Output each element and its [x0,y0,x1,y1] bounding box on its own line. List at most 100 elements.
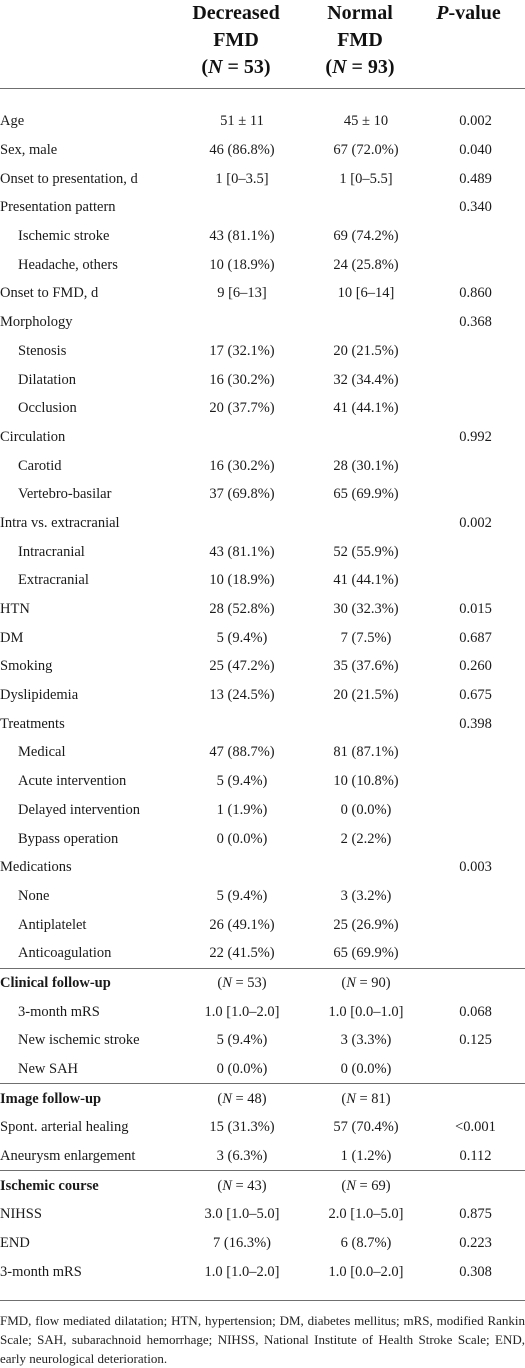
header-normal-line2: FMD [337,29,383,51]
cell-decreased-fmd [178,193,306,222]
table-row: Bypass operation 0 (0.0%) 2 (2.2%) [0,824,525,853]
cell-p-value: 0.223 [459,1235,492,1252]
cell-p-value [426,910,525,939]
row-label: Age [0,113,25,130]
table-row: Intra vs. extracranial 0.002 [0,509,525,538]
cell-decreased-fmd: 43 (81.1%) [209,228,275,245]
cell-decreased-fmd: 5 (9.4%) [216,629,268,646]
cell-normal-fmd: 1 [0–5.5] [339,170,393,187]
table-row: Delayed intervention 1 (1.9%) 0 (0.0%) [0,796,525,825]
row-label: Antiplatelet [18,916,87,933]
cell-p-value [426,337,525,366]
table-row: Aneurysm enlargement 3 (6.3%) 1 (1.2%) 0.11… [0,1142,525,1171]
cell-p-value [426,882,525,911]
table-body: Age 51 ± 11 45 ± 10 0.002 Sex, male 46 (86.8%… [0,107,525,1286]
section-row: Image follow-up (N = 48) (N = 81) [0,1083,525,1114]
cell-p-value: 0.112 [459,1148,492,1165]
row-label: Medical [18,744,66,761]
table-row: Onset to FMD, d 9 [6–13] 10 [6–14] 0.860 [0,279,525,308]
cell-decreased-fmd: 51 ± 11 [220,113,264,130]
table-row: Extracranial 10 (18.9%) 41 (44.1%) [0,566,525,595]
cell-decreased-fmd: 47 (88.7%) [209,744,275,761]
cell-normal-fmd: 20 (21.5%) [333,687,399,704]
cell-normal-fmd: 0 (0.0%) [340,801,392,818]
cell-decreased-fmd: 43 (81.1%) [209,543,275,560]
row-label: New SAH [18,1061,79,1078]
cell-p-value: 0.125 [459,1032,492,1049]
cell-normal-fmd: 32 (34.4%) [333,371,399,388]
header-decreased-line1: Decreased [192,2,280,24]
cell-normal-fmd: 52 (55.9%) [333,543,399,560]
cell-normal-fmd: 81 (87.1%) [333,744,399,761]
header-decreased-line3: (N = 53) [201,56,271,78]
cell-normal-fmd [306,853,426,882]
section-row: Ischemic course (N = 43) (N = 69) [0,1170,525,1201]
table-row: Age 51 ± 11 45 ± 10 0.002 [0,107,525,136]
cell-normal-fmd: 10 (10.8%) [333,773,399,790]
row-label: Spont. arterial healing [0,1119,129,1136]
cell-p-value: 0.675 [459,687,492,704]
header-p-value: P-value [412,0,525,27]
row-label: Treatments [0,715,65,732]
row-label: HTN [0,601,30,618]
cell-decreased-fmd [178,423,306,452]
cell-p-value: 0.860 [459,285,492,302]
table-row: Medications 0.003 [0,853,525,882]
cell-decreased-fmd: 26 (49.1%) [209,916,275,933]
table-row: Treatments 0.398 [0,709,525,738]
cell-normal-fmd: 20 (21.5%) [333,342,399,359]
cell-decreased-fmd: 10 (18.9%) [209,256,275,273]
cell-p-value: 0.260 [459,658,492,675]
header-normal-fmd: Normal FMD (N = 93) [292,0,428,81]
table-row: Vertebro-basilar 37 (69.8%) 65 (69.9%) [0,480,525,509]
row-label: Anticoagulation [18,945,112,962]
cell-p-value [426,738,525,767]
cell-decreased-fmd: 16 (30.2%) [209,457,275,474]
cell-normal-fmd: 65 (69.9%) [333,486,399,503]
table-row: END 7 (16.3%) 6 (8.7%) 0.223 [0,1229,525,1258]
table-row: Morphology 0.368 [0,308,525,337]
cell-decreased-fmd: 13 (24.5%) [209,687,275,704]
table-row: Intracranial 43 (81.1%) 52 (55.9%) [0,537,525,566]
cell-normal-fmd: 41 (44.1%) [333,400,399,417]
cell-decreased-fmd: 20 (37.7%) [209,400,275,417]
table-row: Circulation 0.992 [0,423,525,452]
footnote: FMD, flow mediated dilatation; HTN, hype… [0,1300,525,1368]
cell-p-value [426,939,525,968]
table-row: Onset to presentation, d 1 [0–3.5] 1 [0–5.… [0,164,525,193]
row-label: Extracranial [18,572,89,589]
row-label: Image follow-up [0,1083,178,1114]
table-row: 3-month mRS 1.0 [1.0–2.0] 1.0 [0.0–1.0] 0.0… [0,997,525,1026]
cell-normal-fmd: 1.0 [0.0–1.0] [328,1003,404,1020]
cell-normal-fmd: 41 (44.1%) [333,572,399,589]
cell-p-value [426,250,525,279]
cell-decreased-fmd [178,308,306,337]
row-label: Intracranial [18,543,85,560]
cell-decreased-fmd: 1.0 [1.0–2.0] [204,1003,280,1020]
cell-normal-fmd: 6 (8.7%) [340,1235,392,1252]
cell-p-value: 0.992 [459,428,492,445]
cell-decreased-fmd: 0 (0.0%) [216,1061,268,1078]
table-row: None 5 (9.4%) 3 (3.2%) [0,882,525,911]
row-label: 3-month mRS [18,1003,100,1020]
cell-decreased-fmd: 25 (47.2%) [209,658,275,675]
cell-normal-fmd: 1.0 [0.0–2.0] [328,1263,404,1280]
cell-decreased-fmd: 46 (86.8%) [209,142,275,159]
table-row: Dyslipidemia 13 (24.5%) 20 (21.5%) 0.675 [0,681,525,710]
table-row: Occlusion 20 (37.7%) 41 (44.1%) [0,394,525,423]
cell-decreased-fmd: 10 (18.9%) [209,572,275,589]
table-row: DM 5 (9.4%) 7 (7.5%) 0.687 [0,623,525,652]
row-label: NIHSS [0,1206,42,1223]
table-row: Acute intervention 5 (9.4%) 10 (10.8%) [0,767,525,796]
cell-p-value [426,824,525,853]
cell-normal-fmd: (N = 81) [306,1083,426,1114]
cell-decreased-fmd: 28 (52.8%) [209,601,275,618]
cell-decreased-fmd: 5 (9.4%) [216,1032,268,1049]
row-label: Carotid [18,457,62,474]
row-label: END [0,1235,30,1252]
cell-p-value [426,394,525,423]
row-label: Sex, male [0,142,58,159]
header-decreased-fmd: Decreased FMD (N = 53) [168,0,304,81]
cell-decreased-fmd: 15 (31.3%) [209,1119,275,1136]
